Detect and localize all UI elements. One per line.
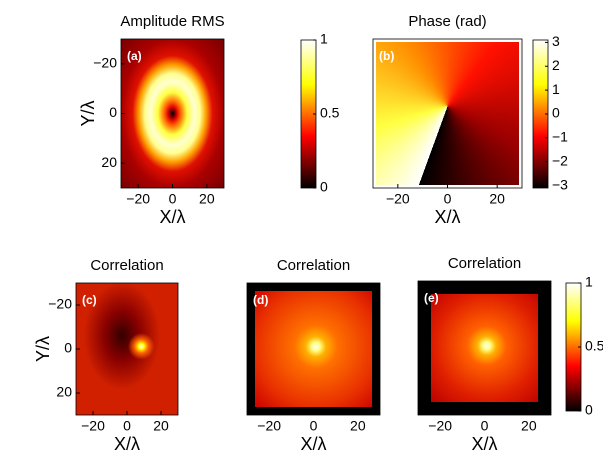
colorbar-tick-label: 0: [585, 402, 593, 418]
y-tick-label: −20: [93, 55, 117, 71]
colorbar-tick-label: −2: [552, 152, 568, 168]
x-axis-label: X/λ: [159, 207, 185, 227]
x-tick-label: 0: [169, 191, 177, 207]
heatmap-image: [373, 39, 522, 188]
y-tick-label: 0: [109, 104, 117, 120]
x-tick-label: 20: [350, 418, 366, 434]
x-axis-label: X/λ: [300, 434, 326, 454]
colorbar-tick-label: 3: [552, 33, 560, 49]
panel-label: (c): [82, 293, 97, 307]
panel-title: Correlation: [277, 257, 350, 274]
x-tick-label: 20: [521, 418, 537, 434]
colorbar-tick-label: −1: [552, 129, 568, 145]
x-tick-label: 0: [444, 191, 452, 207]
colorbar-tick-label: 0.5: [320, 105, 340, 121]
colorbar-tick-label: 0.5: [585, 338, 603, 354]
panel-title: Phase (rad): [408, 13, 486, 30]
y-tick-label: 20: [56, 384, 72, 400]
panel-title: Amplitude RMS: [120, 13, 224, 30]
heatmap-image: [76, 283, 178, 415]
x-tick-label: 0: [310, 418, 318, 434]
y-axis-label: Y/λ: [78, 100, 98, 126]
x-tick-label: −20: [126, 191, 150, 207]
x-axis-label: X/λ: [434, 207, 460, 227]
colorbar-tick-label: 1: [552, 81, 560, 97]
colorbar-tick-label: 2: [552, 57, 560, 73]
x-tick-label: −20: [81, 418, 105, 434]
panel-label: (d): [253, 293, 268, 307]
x-tick-label: 20: [489, 191, 505, 207]
x-tick-label: −20: [386, 191, 410, 207]
x-tick-label: 20: [199, 191, 215, 207]
x-tick-label: 0: [123, 418, 131, 434]
x-tick-label: 20: [153, 418, 169, 434]
x-tick-label: −20: [428, 418, 452, 434]
panel-title: Correlation: [90, 257, 163, 274]
y-tick-label: 0: [64, 340, 72, 356]
heatmap-image: [121, 39, 224, 188]
colorbar-tick-label: 0: [320, 179, 328, 195]
colorbar-tick-label: 1: [585, 274, 593, 290]
x-tick-label: 0: [481, 418, 489, 434]
y-axis-label: Y/λ: [33, 336, 53, 362]
colorbar-tick-label: 1: [320, 31, 328, 47]
panel-label: (e): [424, 291, 439, 305]
y-tick-label: 20: [101, 154, 117, 170]
panel-label: (b): [379, 49, 394, 63]
panel-label: (a): [127, 49, 142, 63]
heatmap-image: [418, 281, 551, 415]
x-axis-label: X/λ: [114, 434, 140, 454]
axes-frame: [372, 38, 523, 189]
panel-title: Correlation: [448, 255, 521, 272]
heatmap-image: [247, 283, 380, 415]
x-tick-label: −20: [257, 418, 281, 434]
x-axis-label: X/λ: [471, 434, 497, 454]
y-tick-label: −20: [48, 296, 72, 312]
colorbar-tick-label: −3: [552, 176, 568, 192]
colorbar-tick-label: 0: [552, 105, 560, 121]
